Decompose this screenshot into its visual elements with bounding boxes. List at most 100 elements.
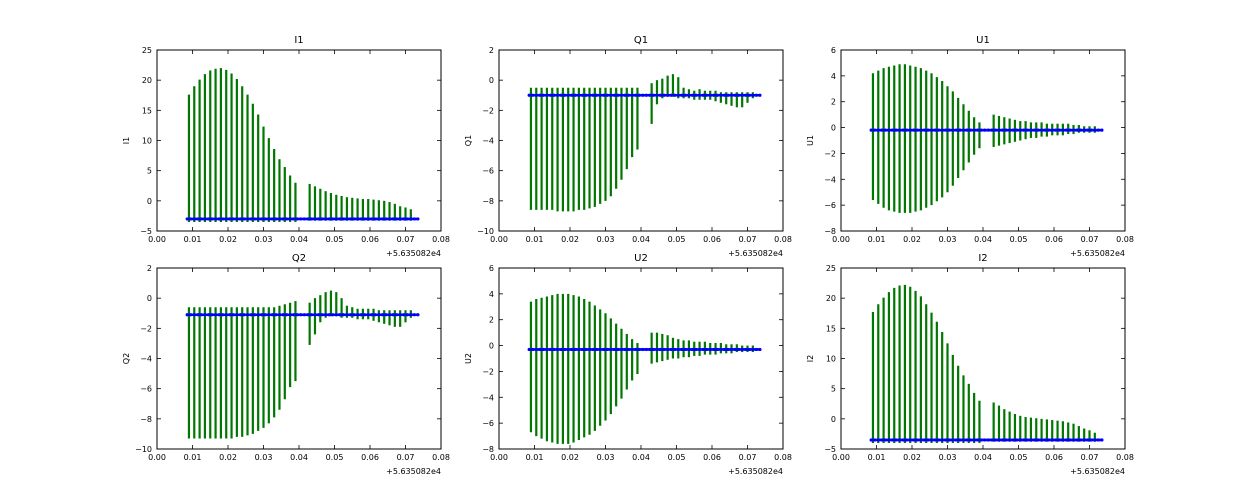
data-point	[327, 313, 331, 317]
data-point	[1079, 128, 1083, 132]
x-tick-label: 0.00	[490, 453, 508, 462]
x-tick-label: 0.04	[974, 235, 992, 244]
data-point	[196, 217, 200, 221]
y-tick-label: −10	[135, 445, 152, 454]
x-tick-label: 0.00	[148, 453, 166, 462]
y-tick-label: −2	[482, 367, 494, 376]
data-point	[235, 217, 239, 221]
data-point	[189, 313, 193, 317]
data-point	[1061, 128, 1065, 132]
x-tick-label: 0.05	[326, 235, 344, 244]
data-point	[299, 217, 303, 221]
data-point	[559, 347, 563, 352]
data-point	[1047, 438, 1051, 442]
data-point	[979, 128, 983, 132]
data-point	[256, 313, 260, 317]
data-point	[655, 93, 659, 97]
data-point	[972, 128, 976, 132]
data-point	[758, 347, 762, 352]
data-point	[1075, 128, 1079, 132]
data-point	[355, 217, 360, 221]
data-point	[1032, 128, 1037, 132]
data-point	[313, 217, 317, 221]
data-point	[976, 128, 980, 132]
data-point	[669, 347, 673, 352]
data-point	[940, 438, 944, 442]
data-point	[687, 93, 691, 97]
plot-area	[527, 74, 762, 212]
data-point	[937, 128, 941, 132]
data-point	[897, 438, 902, 442]
data-point	[309, 313, 314, 317]
subplot-u1: 0.00 0.01 0.02 0.03 0.04 0.05 0.06 0.07 0.08 −8 −6…	[806, 35, 1134, 258]
data-point	[890, 438, 895, 442]
data-point	[391, 313, 395, 317]
y-tick-label: −6	[482, 167, 494, 176]
data-point	[199, 313, 203, 317]
data-point	[402, 217, 406, 221]
y-tick-label: 5	[147, 167, 152, 176]
data-point	[697, 93, 702, 97]
data-point	[1004, 128, 1008, 132]
data-point	[1054, 128, 1058, 132]
data-point	[986, 438, 990, 442]
x-tick-label: 0.02	[903, 235, 921, 244]
x-tick-label: 0.06	[703, 235, 721, 244]
data-point	[316, 217, 321, 221]
x-offset-label: +5.635082e4	[1070, 249, 1125, 258]
data-point	[327, 217, 331, 221]
data-point	[961, 438, 966, 442]
data-point	[1100, 128, 1104, 132]
x-tick-label: 0.03	[939, 235, 957, 244]
data-point	[1011, 438, 1015, 442]
data-point	[894, 438, 898, 442]
data-point	[922, 128, 927, 132]
data-point	[320, 217, 324, 221]
data-point	[926, 438, 930, 442]
data-point	[580, 347, 585, 352]
data-point	[527, 93, 531, 97]
y-tick-label: −8	[140, 415, 152, 424]
data-point	[302, 313, 306, 317]
data-point	[338, 313, 342, 317]
data-point	[242, 313, 246, 317]
data-point	[534, 93, 538, 97]
data-point	[231, 217, 235, 221]
data-point	[1054, 438, 1058, 442]
data-point	[295, 217, 299, 221]
x-tick-label: 0.01	[184, 453, 202, 462]
data-point	[976, 438, 980, 442]
data-point	[997, 128, 1001, 132]
data-point	[965, 128, 969, 132]
data-point	[929, 438, 934, 442]
data-point	[245, 313, 250, 317]
data-point	[901, 128, 905, 132]
data-point	[690, 93, 695, 97]
x-tick-label: 0.01	[526, 453, 544, 462]
plot-area	[869, 64, 1104, 213]
data-point	[373, 313, 377, 317]
data-point	[897, 128, 902, 132]
x-tick-label: 0.05	[326, 453, 344, 462]
data-point	[1015, 438, 1019, 442]
y-tick-label: −6	[824, 201, 836, 210]
data-point	[345, 313, 349, 317]
data-point	[370, 313, 374, 317]
data-point	[1008, 438, 1012, 442]
x-tick-label: 0.07	[739, 453, 757, 462]
x-tick-label: 0.02	[219, 453, 237, 462]
subplot-title: U2	[634, 253, 648, 264]
data-point	[545, 93, 549, 97]
data-point	[527, 347, 531, 352]
x-tick-label: 0.03	[939, 453, 957, 462]
data-point	[384, 313, 388, 317]
data-point	[196, 313, 200, 317]
data-point	[320, 313, 324, 317]
data-point	[894, 128, 898, 132]
x-tick-label: 0.07	[1081, 235, 1099, 244]
data-point	[662, 93, 666, 97]
y-tick-label: −6	[482, 419, 494, 428]
data-point	[538, 93, 542, 97]
data-point	[602, 347, 606, 352]
data-point	[912, 128, 916, 132]
